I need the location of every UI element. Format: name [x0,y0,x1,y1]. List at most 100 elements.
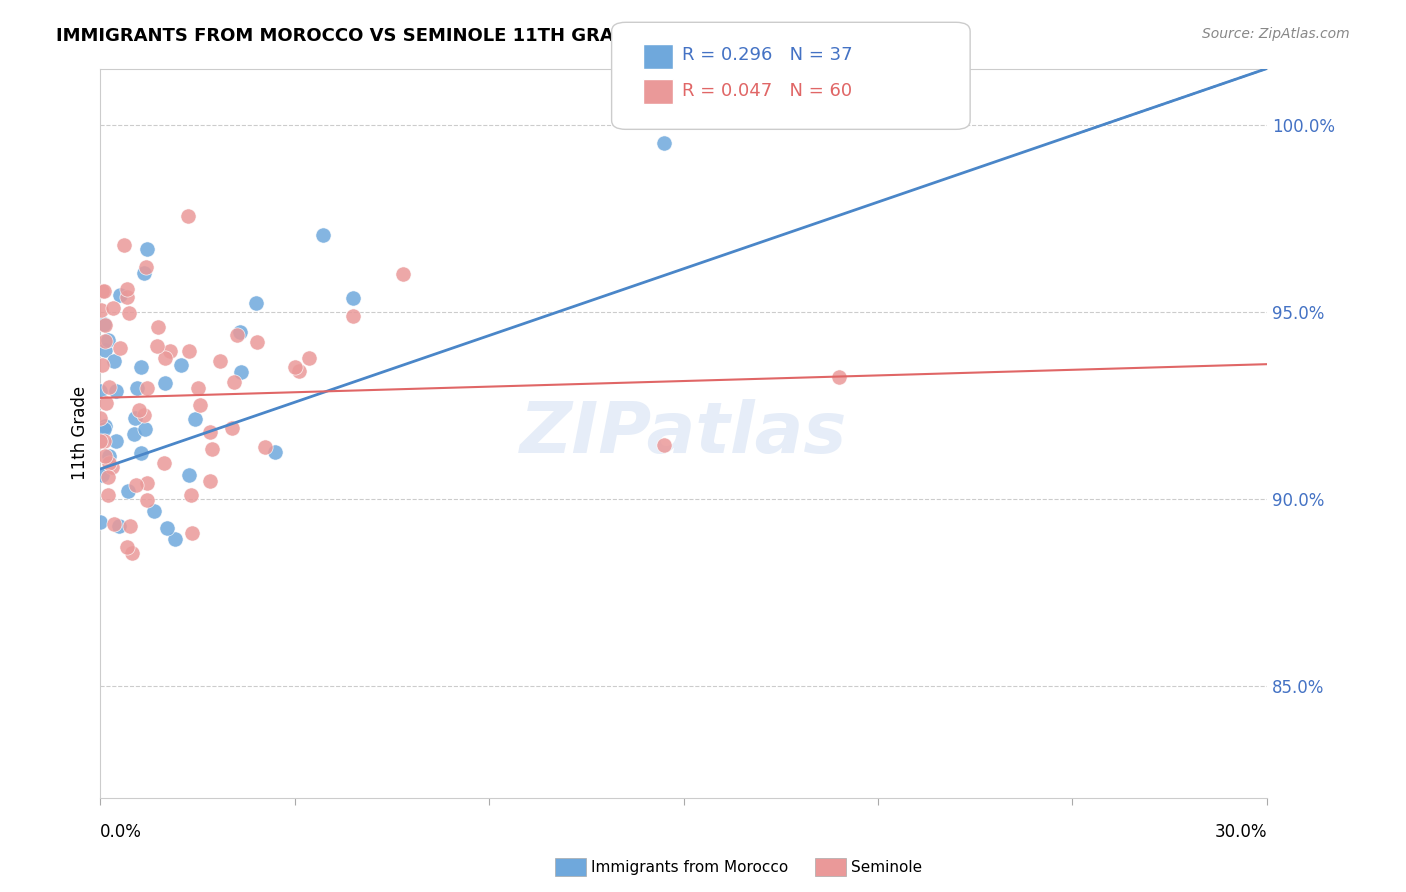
Point [342,291,364,305]
Text: Seminole: Seminole [851,861,922,875]
Point [135,260,157,275]
Point [391,267,413,281]
Point [198,474,221,488]
Point [90,284,112,298]
Point [254,440,277,454]
Point [125,478,148,492]
Point [181,525,204,540]
Point [107,519,129,533]
Point [90,358,112,372]
Point [108,288,131,302]
Point [652,438,675,452]
Point [200,425,222,440]
Point [94,418,117,433]
Text: 0.0%: 0.0% [100,823,142,841]
Point [104,434,127,449]
Text: 30.0%: 30.0% [1215,823,1267,841]
Point [153,456,176,470]
Y-axis label: 11th Grade: 11th Grade [72,386,89,481]
Point [97,456,120,470]
Point [187,381,209,395]
Text: IMMIGRANTS FROM MOROCCO VS SEMINOLE 11TH GRADE CORRELATION CHART: IMMIGRANTS FROM MOROCCO VS SEMINOLE 11TH… [56,27,863,45]
Point [127,381,149,395]
Point [128,403,150,417]
Point [132,266,155,280]
Point [828,370,851,384]
Point [153,351,176,365]
Text: R = 0.047   N = 60: R = 0.047 N = 60 [682,82,852,100]
Point [124,411,146,425]
Point [97,334,120,348]
Point [94,450,117,464]
Point [170,359,193,373]
Point [89,411,111,425]
Point [93,284,115,298]
Point [96,396,118,410]
Point [184,411,207,425]
Point [129,446,152,460]
Point [122,427,145,442]
Point [93,343,115,358]
Point [135,381,157,395]
Point [112,237,135,252]
Point [222,376,245,390]
Point [117,540,139,554]
Point [132,409,155,423]
Point [136,492,159,507]
Point [264,445,287,459]
Point [93,318,115,332]
Point [97,469,120,483]
Point [121,547,143,561]
Point [142,504,165,518]
Point [312,227,335,242]
Point [98,380,121,394]
Point [108,341,131,355]
Point [104,384,127,398]
Point [188,398,211,412]
Point [180,488,202,502]
Point [246,334,269,349]
Point [90,302,112,317]
Point [101,301,124,315]
Text: Source: ZipAtlas.com: Source: ZipAtlas.com [1202,27,1350,41]
Point [97,488,120,502]
Point [652,136,675,150]
Point [156,521,179,535]
Point [208,354,231,368]
Point [118,306,141,320]
Point [136,476,159,491]
Point [135,242,157,256]
Point [90,467,112,482]
Point [229,365,252,379]
Point [221,421,243,435]
Point [101,459,124,474]
Text: ZIPatlas: ZIPatlas [520,399,848,468]
Point [118,519,141,533]
Point [134,422,156,436]
Point [159,343,181,358]
Point [225,327,247,342]
Point [89,515,111,529]
Point [342,310,364,324]
Point [117,484,139,499]
Point [89,434,111,448]
Text: R = 0.296   N = 37: R = 0.296 N = 37 [682,46,852,64]
Point [177,468,200,483]
Point [93,422,115,436]
Point [89,384,111,399]
Point [298,351,321,366]
Point [146,319,169,334]
Point [201,442,224,457]
Point [103,354,125,368]
Point [153,376,176,391]
Point [245,295,267,310]
Point [103,517,125,532]
Point [129,360,152,375]
Point [229,325,252,339]
Point [177,344,200,359]
Point [115,290,138,304]
Point [176,210,198,224]
Point [93,434,115,449]
Point [284,360,307,375]
Point [94,334,117,348]
